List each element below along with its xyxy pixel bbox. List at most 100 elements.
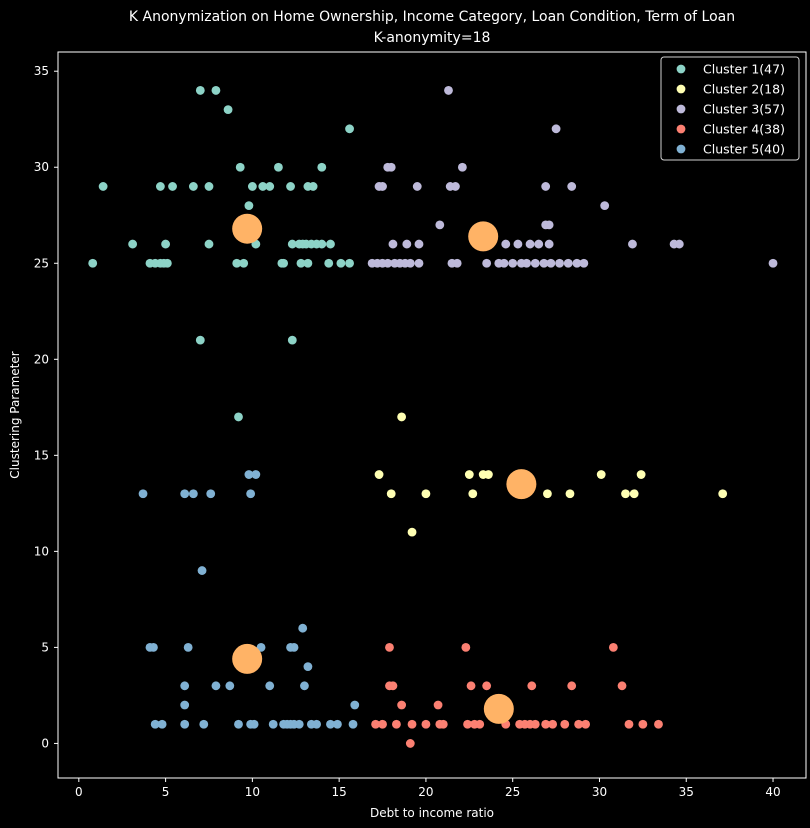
x-tick-label: 30 (592, 785, 607, 799)
cluster-5-point (350, 700, 360, 710)
cluster-5-point (180, 681, 190, 691)
centroid-markers (232, 213, 537, 724)
cluster-1-point (296, 258, 306, 268)
data-points (88, 86, 778, 748)
cluster-4-point (654, 719, 663, 729)
cluster-1-point (204, 239, 214, 249)
cluster-2-point (543, 489, 552, 499)
y-tick-label: 25 (34, 256, 49, 270)
x-tick-label: 0 (75, 785, 83, 799)
cluster-4-point (421, 719, 431, 729)
cluster-1-point (317, 162, 327, 172)
cluster-5-point (183, 642, 193, 652)
legend-label: Cluster 5(40) (703, 142, 785, 157)
cluster-2-point (386, 489, 396, 499)
y-tick-label: 35 (34, 64, 49, 78)
cluster-1-point (235, 162, 245, 172)
cluster-3-point (628, 239, 637, 249)
cluster-3-point (414, 258, 424, 268)
cluster-2-point (621, 489, 630, 499)
cluster-3-point (674, 239, 684, 249)
cluster-1-point (168, 182, 177, 191)
cluster-5-point (265, 681, 275, 691)
cluster-5-point (268, 719, 278, 729)
cluster-3-point (567, 182, 577, 191)
x-axis-label: Debt to income ratio (370, 806, 494, 820)
cluster-2-point (718, 489, 728, 499)
cluster-1-point (279, 258, 289, 268)
cluster-4-point (527, 681, 537, 691)
cluster-1-point (326, 239, 335, 249)
cluster-1-point (247, 182, 257, 191)
cluster-5-point (188, 489, 198, 499)
centroid-marker (232, 643, 263, 674)
legend-label: Cluster 3(57) (703, 102, 785, 117)
legend-marker (676, 64, 686, 74)
centroid-marker (232, 213, 263, 244)
cluster-3-point (544, 239, 554, 249)
cluster-4-point (581, 719, 590, 729)
cluster-3-point (522, 258, 531, 268)
x-tick-label: 40 (765, 785, 780, 799)
cluster-5-point (150, 719, 160, 729)
cluster-4-point (466, 681, 476, 691)
chart-subtitle: K-anonymity=18 (374, 30, 491, 46)
cluster-4-point (397, 700, 407, 710)
cluster-5-point (294, 719, 304, 729)
cluster-2-point (374, 470, 384, 479)
cluster-4-point (388, 681, 398, 691)
cluster-4-point (407, 719, 417, 729)
cluster-4-point (530, 719, 540, 729)
cluster-3-point (388, 239, 398, 249)
cluster-4-point (378, 719, 387, 729)
cluster-1-point (286, 182, 295, 191)
cluster-5-point (244, 470, 254, 479)
cluster-1-point (195, 86, 205, 95)
x-tick-label: 35 (679, 785, 694, 799)
x-axis: 0 5 10 15 20 25 30 35 40 (75, 778, 781, 799)
cluster-3-point (414, 239, 424, 249)
legend-label: Cluster 1(47) (703, 62, 785, 77)
y-tick-label: 5 (41, 640, 49, 654)
cluster-3-point (579, 258, 589, 268)
cluster-4-point (475, 719, 485, 729)
cluster-3-point (555, 258, 564, 268)
cluster-5-point (180, 700, 190, 710)
cluster-3-point (768, 258, 778, 268)
centroid-marker (506, 469, 537, 500)
cluster-1-point (308, 182, 318, 191)
cluster-4-point (574, 719, 584, 729)
cluster-1-point (258, 182, 268, 191)
cluster-3-point (452, 258, 462, 268)
cluster-5-point (157, 719, 167, 729)
cluster-3-point (383, 258, 393, 268)
y-tick-label: 0 (41, 736, 49, 750)
cluster-3-point (457, 162, 467, 172)
cluster-4-point (617, 681, 627, 691)
cluster-3-point (386, 162, 396, 172)
cluster-3-point (499, 258, 509, 268)
cluster-4-point (608, 642, 618, 652)
cluster-1-point (345, 124, 354, 134)
cluster-1-point (211, 86, 221, 95)
cluster-2-point (464, 470, 474, 479)
cluster-1-point (265, 182, 275, 191)
x-tick-label: 25 (505, 785, 520, 799)
chart-title: K Anonymization on Home Ownership, Incom… (129, 9, 735, 25)
cluster-1-point (244, 201, 254, 211)
cluster-3-point (482, 258, 492, 268)
cluster-4-point (463, 719, 472, 729)
cluster-4-point (438, 719, 448, 729)
y-tick-label: 15 (34, 448, 49, 462)
centroid-marker (468, 221, 499, 252)
cluster-1-point (155, 182, 165, 191)
cluster-3-point (563, 258, 573, 268)
cluster-5-point (249, 719, 259, 729)
cluster-5-point (333, 719, 342, 729)
cluster-3-point (534, 239, 544, 249)
cluster-5-point (298, 623, 308, 633)
plot-frame (57, 51, 807, 779)
cluster-5-point (180, 489, 190, 499)
legend-marker (676, 104, 686, 114)
